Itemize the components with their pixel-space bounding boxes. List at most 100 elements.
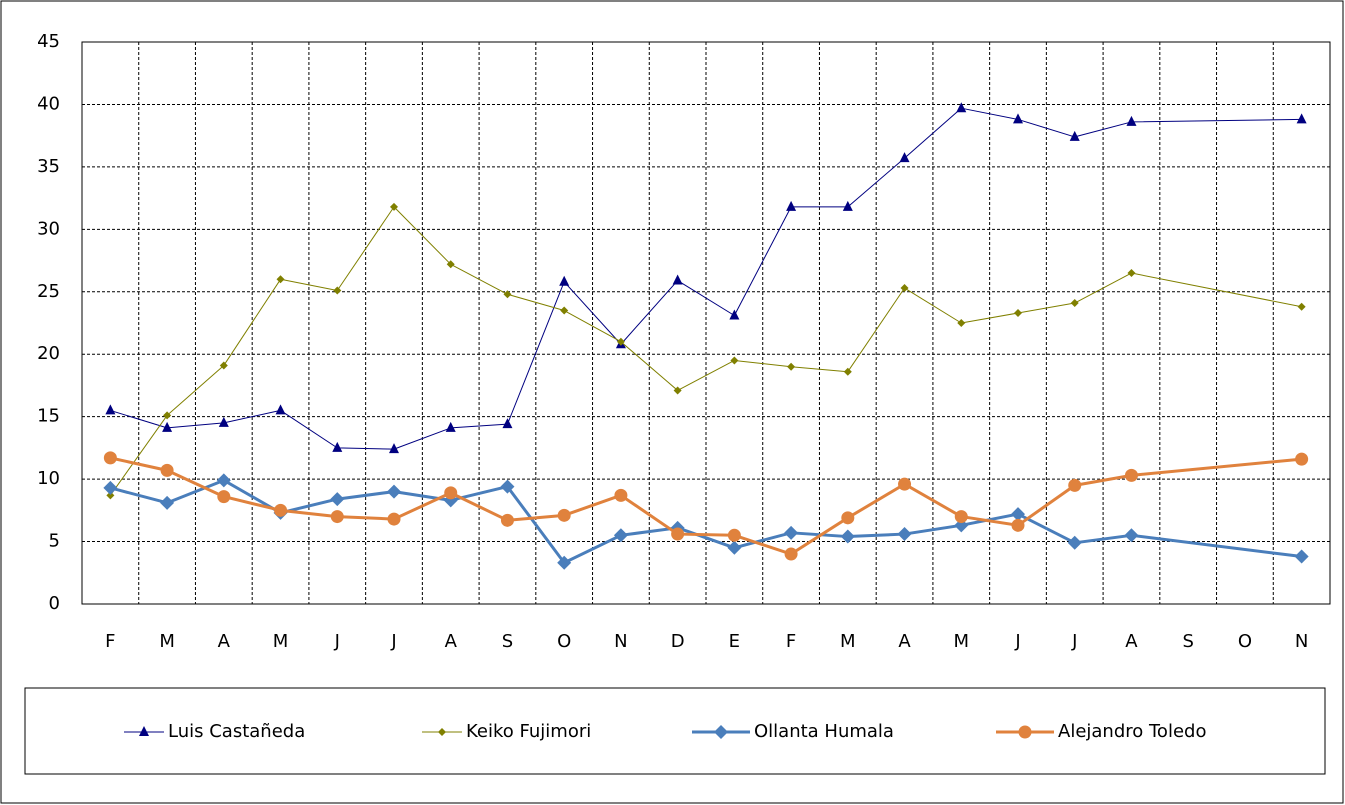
marker — [387, 484, 401, 499]
x-tick-label: J — [390, 631, 396, 652]
marker — [954, 510, 968, 524]
x-tick-label: S — [1182, 631, 1193, 652]
marker — [105, 404, 116, 415]
marker — [786, 200, 797, 211]
marker — [843, 367, 852, 376]
marker — [500, 479, 515, 494]
marker — [727, 540, 742, 555]
marker — [216, 473, 231, 488]
x-tick-label: A — [1125, 631, 1138, 652]
y-tick-label: 10 — [37, 468, 60, 489]
marker — [1124, 528, 1139, 543]
marker — [1295, 452, 1309, 466]
marker — [387, 512, 401, 526]
x-tick-label: O — [1238, 631, 1252, 652]
marker — [673, 386, 682, 395]
marker — [842, 200, 853, 211]
x-tick-label: M — [273, 631, 289, 652]
marker — [898, 477, 912, 491]
legend-label: Luis Castañeda — [168, 721, 305, 742]
marker — [503, 290, 512, 299]
y-tick-label: 35 — [37, 156, 60, 177]
marker — [1068, 478, 1082, 492]
marker — [560, 306, 569, 315]
marker — [444, 486, 458, 500]
marker — [727, 528, 741, 542]
y-tick-label: 0 — [49, 593, 60, 614]
marker — [730, 356, 739, 365]
marker — [841, 511, 855, 525]
x-tick-label: M — [954, 631, 970, 652]
x-tick-label: A — [218, 631, 231, 652]
legend-box — [24, 687, 1326, 775]
legend-label: Alejandro Toledo — [1058, 721, 1206, 742]
x-tick-label: F — [786, 631, 796, 652]
y-tick-label: 45 — [37, 31, 60, 52]
y-tick-label: 25 — [37, 281, 60, 302]
marker — [390, 202, 398, 211]
marker — [1296, 113, 1307, 124]
x-tick-label: N — [614, 631, 627, 652]
y-tick-label: 40 — [37, 93, 60, 114]
marker — [616, 337, 625, 346]
marker — [389, 443, 399, 454]
marker — [446, 260, 455, 269]
marker — [897, 527, 912, 542]
marker — [559, 275, 570, 286]
marker — [729, 309, 740, 320]
y-tick-label: 30 — [37, 218, 60, 239]
marker — [1070, 299, 1079, 308]
x-tick-label: S — [502, 631, 513, 652]
marker — [614, 488, 628, 502]
legend-label: Ollanta Humala — [754, 721, 894, 742]
marker — [276, 275, 285, 284]
marker — [1011, 507, 1025, 522]
marker — [1018, 725, 1032, 739]
marker — [1067, 535, 1082, 550]
marker — [1297, 302, 1306, 311]
marker — [139, 726, 149, 736]
x-tick-label: M — [840, 631, 856, 652]
marker — [333, 286, 342, 295]
marker — [1069, 130, 1080, 141]
x-tick-label: M — [159, 631, 175, 652]
x-tick-label: J — [1014, 631, 1020, 652]
marker — [275, 404, 286, 415]
marker — [103, 480, 118, 495]
plot-border — [81, 41, 1331, 605]
marker — [1127, 269, 1136, 278]
legend-label: Keiko Fujimori — [466, 721, 591, 742]
marker — [840, 529, 855, 544]
x-tick-label: A — [898, 631, 911, 652]
x-tick-label: O — [557, 631, 571, 652]
marker — [103, 451, 117, 465]
y-tick-label: 15 — [37, 406, 60, 427]
marker — [714, 725, 728, 739]
marker — [502, 418, 513, 429]
series-line — [110, 107, 1302, 450]
marker — [163, 411, 172, 420]
x-tick-label: N — [1295, 631, 1308, 652]
x-tick-label: D — [671, 631, 685, 652]
x-tick-label: F — [105, 631, 115, 652]
marker — [899, 152, 910, 163]
series-line — [110, 456, 1302, 556]
marker — [1014, 309, 1022, 318]
marker — [787, 362, 796, 371]
marker — [784, 525, 799, 540]
marker — [1124, 468, 1138, 482]
marker — [438, 728, 446, 736]
x-tick-label: J — [334, 631, 340, 652]
marker — [218, 416, 229, 427]
marker — [956, 102, 967, 113]
series-line — [109, 206, 1302, 496]
marker — [784, 547, 798, 561]
marker — [957, 319, 966, 327]
marker — [1294, 549, 1309, 564]
marker — [1013, 113, 1023, 124]
marker — [330, 492, 345, 507]
marker — [162, 421, 173, 432]
y-tick-label: 20 — [37, 343, 60, 364]
marker — [332, 441, 343, 452]
marker — [160, 463, 174, 477]
